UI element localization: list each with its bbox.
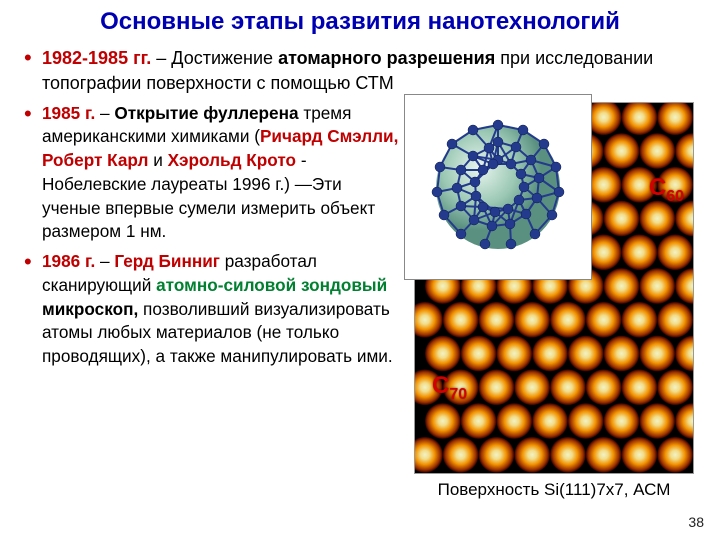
b1-bold: Открытие фуллерена [114, 103, 298, 123]
label-c60: C60 [649, 174, 684, 206]
page-number: 38 [688, 514, 704, 530]
bullet-1986: 1986 г. – Герд Бинниг разработал сканиру… [24, 250, 404, 369]
b1-and: и [148, 150, 167, 170]
afm-term: атомно-силовой зондовый [156, 275, 387, 295]
label-c70: C70 [432, 372, 467, 404]
name-binnig: Герд Бинниг [114, 251, 220, 271]
fullerene-image [404, 94, 592, 280]
image-caption: Поверхность Si(111)7x7, АСМ [414, 480, 694, 500]
name-smalley: Ричард Смэлли, [260, 126, 398, 146]
name-kroto: Хэрольд Крото [168, 150, 296, 170]
b2-bold: микроскоп, [42, 299, 138, 319]
dash: – [95, 103, 114, 123]
c60-c: C [649, 174, 666, 201]
fullerene-svg [413, 102, 583, 272]
t1: Достижение [171, 48, 278, 68]
year-span: 1982-1985 гг. [42, 48, 151, 68]
bold1: атомарного разрешения [278, 48, 495, 68]
page-title: Основные этапы развития нанотехнологий [24, 8, 696, 36]
c70-sub: 70 [449, 385, 467, 402]
dash: – [95, 251, 114, 271]
bullet-1985: 1985 г. – Открытие фуллерена тремя амери… [24, 102, 404, 244]
year-span: 1986 г. [42, 251, 95, 271]
top-bullet: 1982-1985 гг. – Достижение атомарного ра… [24, 46, 696, 96]
c60-sub: 60 [666, 187, 684, 204]
c70-c: C [432, 372, 449, 399]
name-curl: Роберт Карл [42, 150, 148, 170]
year-span: 1985 г. [42, 103, 95, 123]
left-column: 1985 г. – Открытие фуллерена тремя амери… [24, 102, 404, 500]
dash: – [151, 48, 171, 68]
